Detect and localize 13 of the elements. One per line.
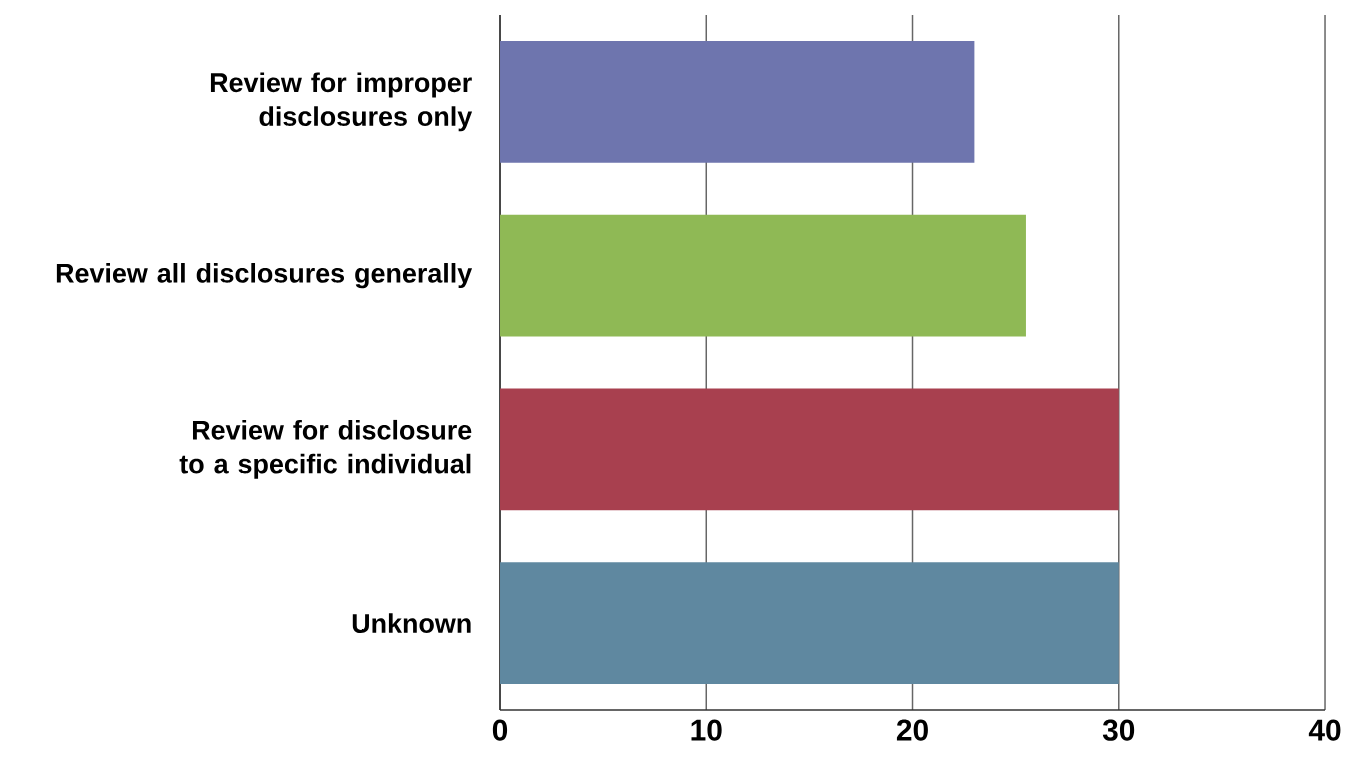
bar	[500, 562, 1119, 684]
bar	[500, 41, 975, 163]
x-tick-label: 40	[1308, 719, 1341, 741]
x-tick-label: 30	[1102, 719, 1135, 741]
y-tick-label: Review all disclosures generally	[56, 263, 473, 289]
bar	[500, 214, 1026, 337]
y-tick-label: Review for disclosure to a specific individual	[179, 419, 472, 479]
y-tick-label: Unknown	[352, 613, 471, 634]
bar	[500, 388, 1119, 511]
x-tick-label: 20	[896, 719, 928, 741]
x-tick-label: 10	[691, 719, 722, 741]
y-tick-label: Review for improper disclosures only	[210, 72, 473, 132]
x-tick-label: 0	[492, 719, 508, 741]
